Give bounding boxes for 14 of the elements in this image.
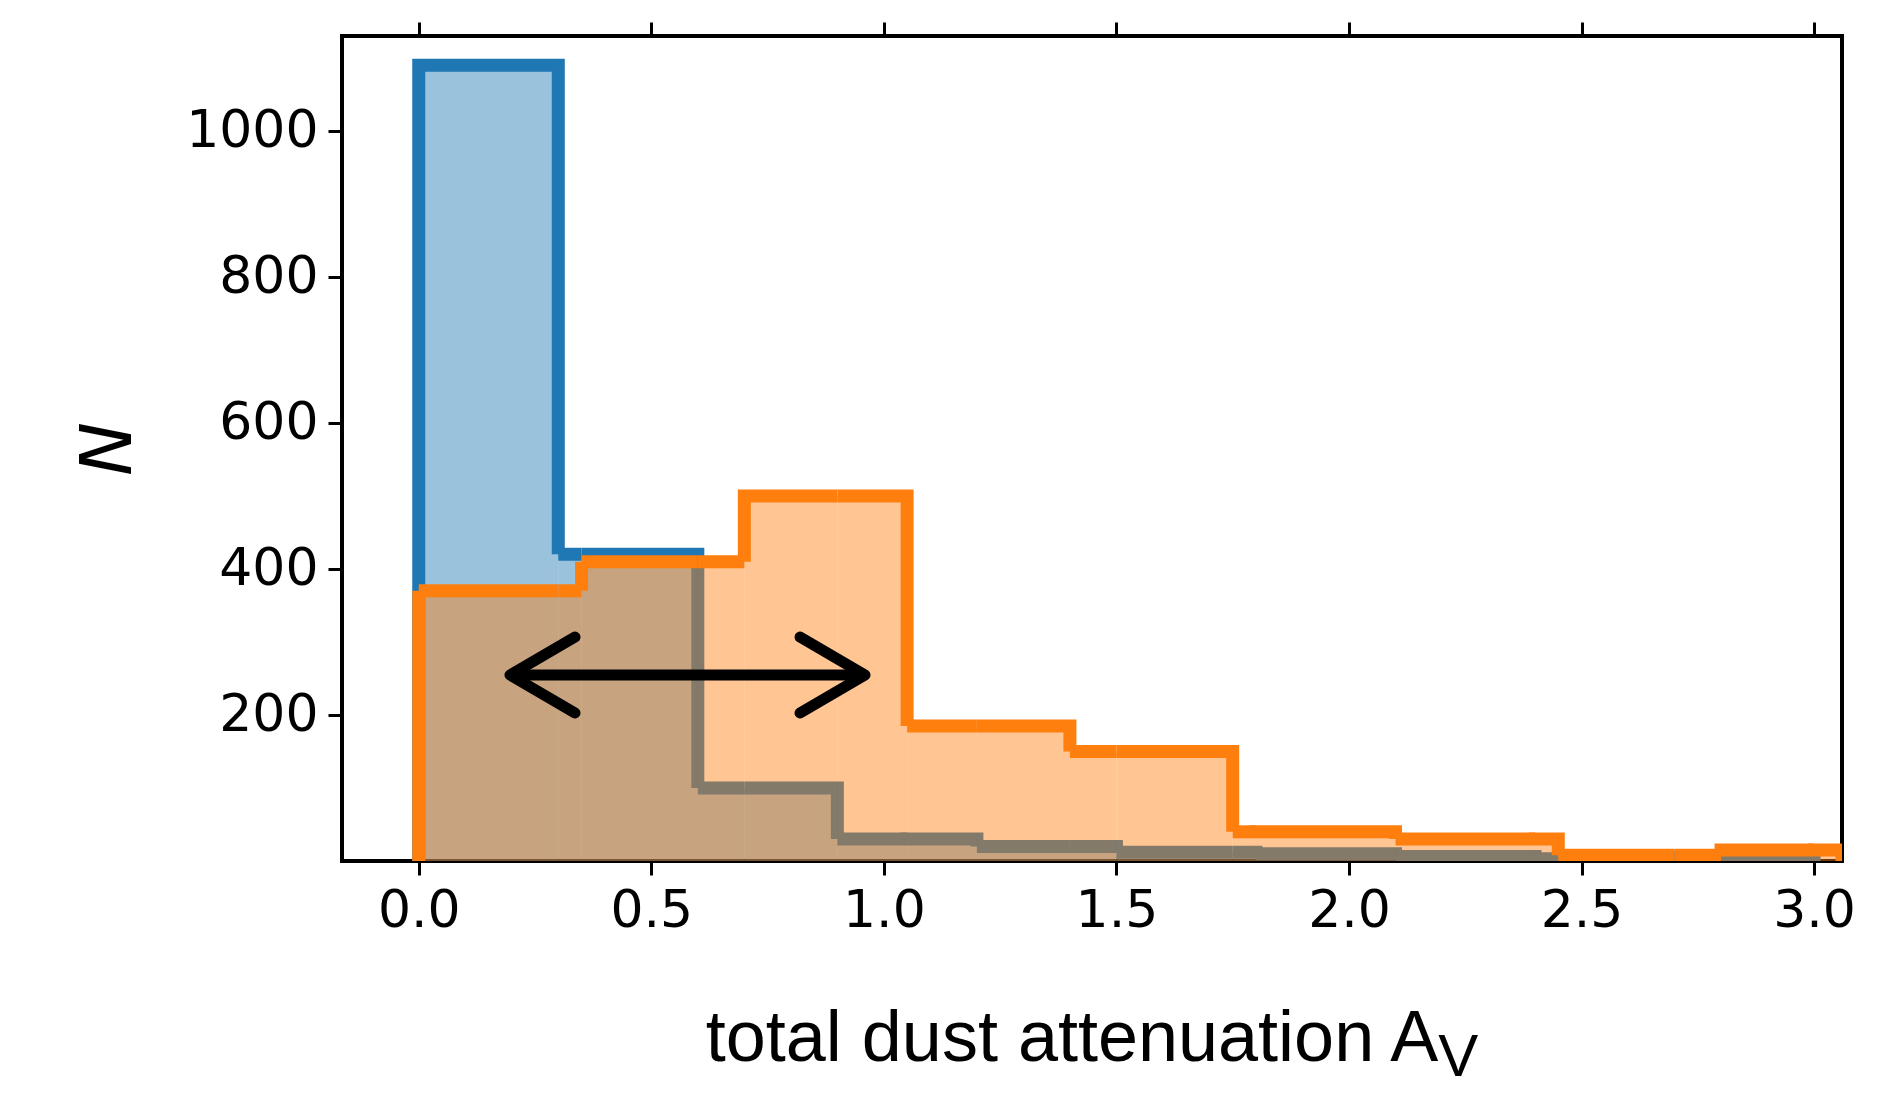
- x-tick-label: 0.0: [377, 878, 461, 939]
- x-tick-label: 1.0: [843, 878, 926, 939]
- x-axis-title: total dust attenuation A$_{V}$: [704, 995, 1480, 1091]
- y-tick-label: 1000: [186, 99, 319, 160]
- y-tick-label: 800: [219, 245, 319, 306]
- y-tick-label: 200: [219, 683, 319, 744]
- y-tick-label: 600: [219, 391, 319, 452]
- y-tick-label: 400: [219, 537, 319, 598]
- x-tick-label: 1.5: [1075, 878, 1159, 939]
- x-tick-label: 2.0: [1308, 878, 1391, 939]
- y-axis-title: N: [64, 422, 149, 476]
- x-tick-label: 3.0: [1773, 878, 1856, 939]
- x-tick-label: 0.5: [610, 878, 694, 939]
- x-tick-label: 2.5: [1540, 878, 1624, 939]
